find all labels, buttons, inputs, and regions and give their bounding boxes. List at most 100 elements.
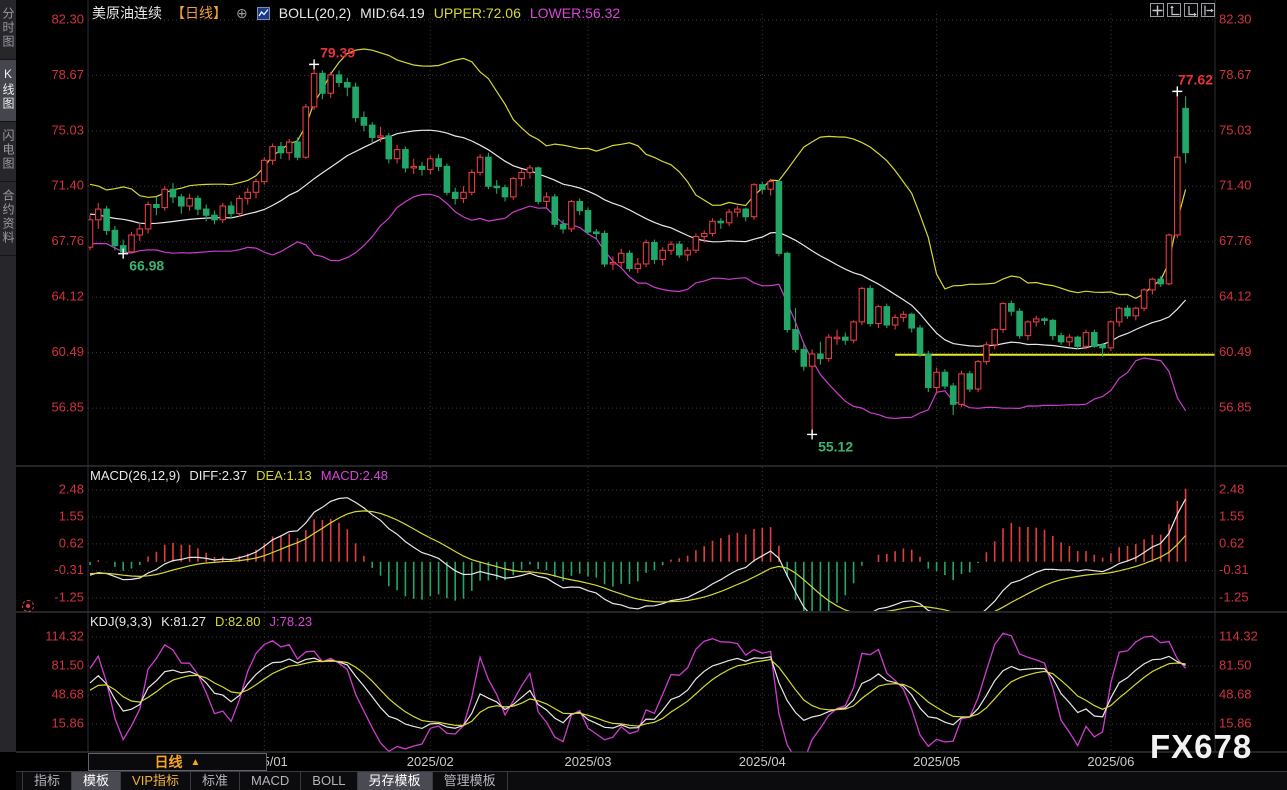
symbol-name: 美原油连续 — [92, 5, 162, 21]
svg-text:75.03: 75.03 — [1219, 122, 1252, 137]
macd-macd-value: MACD:2.48 — [320, 468, 388, 483]
macd-dea-value: DEA:1.13 — [256, 468, 312, 483]
svg-text:56.85: 56.85 — [1219, 400, 1252, 415]
tab-vip-indicators[interactable]: VIP指标 — [121, 772, 191, 790]
tab-manage-templates[interactable]: 管理模板 — [433, 772, 508, 790]
boll-mid-value: MID:64.19 — [360, 5, 425, 21]
svg-text:2025/05: 2025/05 — [913, 754, 960, 769]
sidebar-item-lightning-chart[interactable]: 闪电图 — [0, 122, 16, 182]
sidebar-item-label: 分时图 — [1, 7, 15, 49]
grid: 82.30 82.30 78.67 78.67 75.03 75.03 71.40 71.40… — [45, 11, 1258, 752]
svg-text:78.67: 78.67 — [51, 67, 84, 82]
kdj-d-value: D:82.80 — [214, 614, 261, 629]
axis-reset-button[interactable] — [1201, 3, 1215, 17]
svg-text:64.12: 64.12 — [1219, 289, 1252, 304]
kdj-k-line — [89, 655, 1186, 730]
tab-boll[interactable]: BOLL — [301, 772, 358, 790]
svg-text:64.12: 64.12 — [51, 289, 84, 304]
svg-text:2025/03: 2025/03 — [565, 754, 612, 769]
x-axis-scale-button[interactable] — [1184, 3, 1198, 17]
svg-text:15.86: 15.86 — [51, 715, 84, 730]
sidebar-item-label: 合约资料 — [1, 189, 15, 245]
main-panel — [88, 48, 1215, 435]
macd-header: MACD(26,12,9) DIFF:2.37 DEA:1.13 MACD:2.… — [90, 468, 388, 483]
svg-text:82.30: 82.30 — [1219, 11, 1252, 26]
sidebar-item-label: K线图 — [1, 67, 15, 111]
kdj-d-line — [89, 658, 1186, 727]
svg-text:114.32: 114.32 — [45, 628, 84, 643]
kdj-panel — [89, 632, 1187, 752]
macd-histogram — [89, 488, 1187, 611]
chart-header: 美原油连续 【日线】 ⊕ BOLL(20,2) MID:64.19 UPPER:… — [92, 3, 620, 23]
svg-text:15.86: 15.86 — [1219, 715, 1252, 730]
chevron-up-icon: ▲ — [190, 756, 201, 768]
tab-indicators[interactable]: 指标 — [22, 772, 73, 790]
panel-dividers — [16, 0, 1287, 753]
svg-text:0.62: 0.62 — [59, 535, 84, 550]
svg-text:2.48: 2.48 — [59, 481, 84, 496]
svg-text:71.40: 71.40 — [1219, 178, 1252, 193]
svg-text:-1.25: -1.25 — [54, 589, 84, 604]
period-label: 【日线】 — [171, 5, 227, 21]
svg-text:48.68: 48.68 — [1219, 686, 1252, 701]
macd-dea-line — [89, 510, 1187, 611]
chart-canvas[interactable]: 82.30 82.30 78.67 78.67 75.03 75.03 71.40 71.40… — [16, 0, 1287, 772]
macd-diff-value: DIFF:2.37 — [189, 468, 248, 483]
kdj-j-value: J:78.23 — [269, 614, 313, 629]
svg-text:2025/02: 2025/02 — [407, 754, 454, 769]
tab-templates[interactable]: 模板 — [72, 772, 122, 790]
y-axis-scale-button[interactable] — [1167, 3, 1181, 17]
tab-save-template[interactable]: 另存模板 — [357, 772, 433, 790]
bollinger-mid-line — [89, 129, 1187, 350]
sidebar-item-contract-info[interactable]: 合约资料 — [0, 182, 16, 256]
sidebar-item-kline-chart[interactable]: K线图 — [0, 60, 16, 122]
bottom-tab-bar: 指标 模板 VIP指标 标准 MACD BOLL 另存模板 管理模板 — [16, 771, 1287, 790]
svg-text:81.50: 81.50 — [1219, 657, 1252, 672]
sidebar-item-label: 闪电图 — [1, 129, 15, 171]
svg-text:1.55: 1.55 — [59, 508, 84, 523]
fx678-watermark: FX678 — [1150, 728, 1253, 765]
svg-text:1.55: 1.55 — [1219, 508, 1244, 523]
price-annotations: 66.98 79.39 55.12 77.62 — [118, 44, 1213, 454]
macd-diff-line — [89, 497, 1187, 611]
x-axis-labels: 2025/012025/022025/032025/042025/052025/… — [241, 754, 1135, 769]
svg-text:81.50: 81.50 — [51, 657, 84, 672]
svg-text:60.49: 60.49 — [51, 344, 84, 359]
period-selector-label: 日线 — [154, 754, 183, 770]
kdj-k-value: K:81.27 — [161, 614, 206, 629]
svg-text:0.62: 0.62 — [1219, 535, 1244, 550]
sidebar: 分时图 K线图 闪电图 合约资料 — [0, 0, 16, 752]
link-icon[interactable]: ⊕ — [236, 4, 248, 21]
kdj-j-line — [89, 632, 1187, 752]
svg-text:2025/04: 2025/04 — [739, 754, 786, 769]
kdj-params: KDJ(9,3,3) — [90, 614, 153, 629]
svg-text:-0.31: -0.31 — [54, 562, 84, 577]
macd-panel — [89, 488, 1187, 611]
svg-text:2025/06: 2025/06 — [1087, 754, 1134, 769]
svg-text:67.76: 67.76 — [51, 233, 84, 248]
period-selector[interactable]: 日线 ▲ — [88, 753, 267, 771]
svg-text:79.39: 79.39 — [320, 44, 355, 60]
tab-macd[interactable]: MACD — [240, 772, 302, 790]
locate-marker-icon — [22, 600, 34, 612]
svg-text:-0.31: -0.31 — [1219, 562, 1249, 577]
sidebar-item-time-chart[interactable]: 分时图 — [0, 0, 16, 60]
svg-text:-1.25: -1.25 — [1219, 589, 1249, 604]
boll-lower-value: LOWER:56.32 — [529, 5, 621, 21]
bollinger-lower-line — [89, 193, 1187, 420]
svg-text:60.49: 60.49 — [1219, 344, 1252, 359]
svg-text:114.32: 114.32 — [1219, 628, 1258, 643]
axis-toolbar — [1150, 3, 1215, 17]
svg-text:67.76: 67.76 — [1219, 233, 1252, 248]
svg-text:77.62: 77.62 — [1178, 71, 1213, 87]
svg-text:66.98: 66.98 — [129, 258, 164, 274]
macd-params: MACD(26,12,9) — [90, 468, 181, 483]
svg-text:2.48: 2.48 — [1219, 481, 1244, 496]
pan-tool-button[interactable] — [1150, 3, 1164, 17]
boll-upper-value: UPPER:72.06 — [433, 5, 521, 21]
svg-text:82.30: 82.30 — [51, 11, 84, 26]
svg-text:56.85: 56.85 — [51, 400, 84, 415]
svg-text:71.40: 71.40 — [51, 178, 84, 193]
tab-standard[interactable]: 标准 — [191, 772, 241, 790]
